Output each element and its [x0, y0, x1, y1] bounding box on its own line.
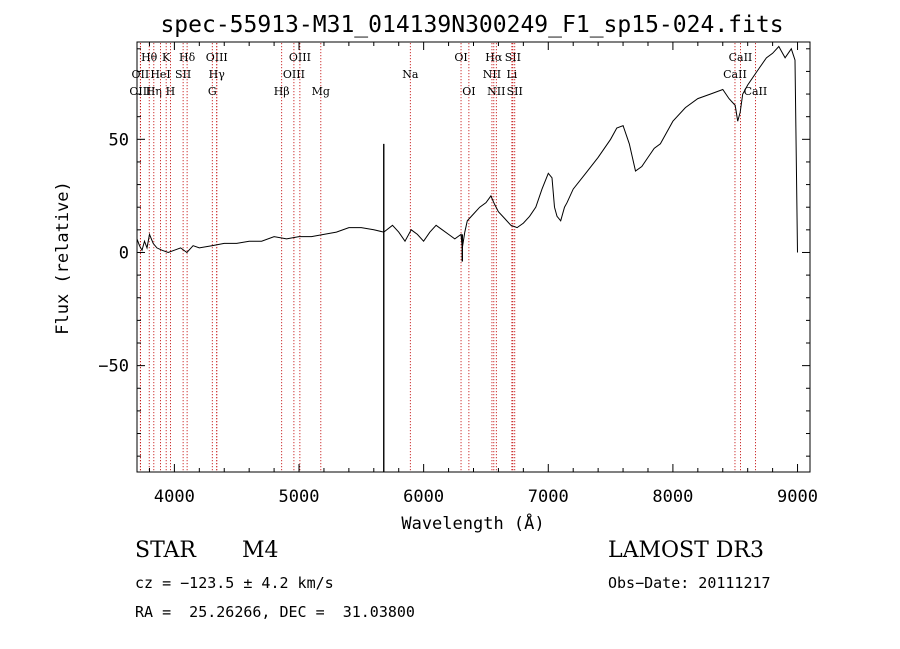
spectrum-series	[136, 45, 798, 472]
y-axis-label: Flux (relative)	[53, 181, 73, 335]
x-tick-label: 8000	[652, 487, 693, 507]
object-class: STAR	[135, 538, 196, 563]
x-tick-label: 4000	[154, 487, 195, 507]
reference-line-label: SII	[175, 68, 191, 81]
reference-line-label: SII	[507, 85, 523, 98]
x-axis: 4000 5000 6000 7000 8000 9000	[148, 42, 818, 507]
reference-line-label: G	[208, 85, 217, 98]
y-tick-label: −50	[98, 357, 129, 377]
spectrum-line	[136, 45, 798, 254]
reference-line-label: Hδ	[179, 51, 196, 64]
x-tick-label: 9000	[777, 487, 818, 507]
reference-line-label: K	[162, 51, 171, 64]
reference-line-label: Mg	[312, 85, 330, 98]
reference-line-label: OI	[454, 51, 467, 64]
plot-frame	[136, 41, 811, 473]
reference-line-label: Na	[402, 68, 419, 81]
reference-line-label: Hα	[485, 51, 503, 64]
reference-line-label: CaII	[723, 68, 747, 81]
reference-line-label: Hη	[146, 85, 162, 98]
reference-line-label: NII	[487, 85, 505, 98]
chart-title: spec-55913-M31_014139N300249_F1_sp15-024…	[160, 12, 783, 38]
reference-line-label: Li	[506, 68, 517, 81]
reference-line-label: Hθ	[141, 51, 158, 64]
y-axis: −50 0 50	[98, 48, 810, 457]
observation-date: Obs−Date: 20111217	[608, 574, 771, 592]
x-tick-label: 5000	[279, 487, 320, 507]
reference-line-label: OII	[132, 68, 150, 81]
reference-line-label: H	[166, 85, 176, 98]
reference-line-label: CaII	[729, 51, 753, 64]
reference-line-label: OI	[462, 85, 475, 98]
reference-line-label: SII	[505, 51, 521, 64]
object-subclass: M4	[242, 538, 279, 563]
x-axis-label: Wavelength (Å)	[401, 512, 544, 534]
reference-line-label: CaII	[744, 85, 768, 98]
reference-line-label: Hβ	[274, 85, 290, 98]
reference-line-label: Hγ	[209, 68, 226, 81]
y-tick-label: 50	[109, 130, 129, 150]
reference-lines: OII OIII Hθ Hη HeI K H SII Hδ OIII Hγ G Hβ OIII OIII Mg…	[129, 43, 767, 471]
x-tick-label: 6000	[403, 487, 444, 507]
y-tick-label: 0	[119, 243, 129, 263]
reference-line-label: OIII	[283, 68, 305, 81]
reference-line-label: OIII	[129, 85, 151, 98]
survey-name: LAMOST DR3	[608, 538, 764, 563]
x-tick-label: 7000	[528, 487, 569, 507]
reference-line-label: NII	[483, 68, 501, 81]
reference-line-label: OIII	[206, 51, 228, 64]
radial-velocity: cz = −123.5 ± 4.2 km/s	[135, 574, 334, 592]
coordinates: RA = 25.26266, DEC = 31.03800	[135, 603, 415, 621]
reference-line-label: OIII	[289, 51, 311, 64]
reference-line-label: HeI	[150, 68, 170, 81]
